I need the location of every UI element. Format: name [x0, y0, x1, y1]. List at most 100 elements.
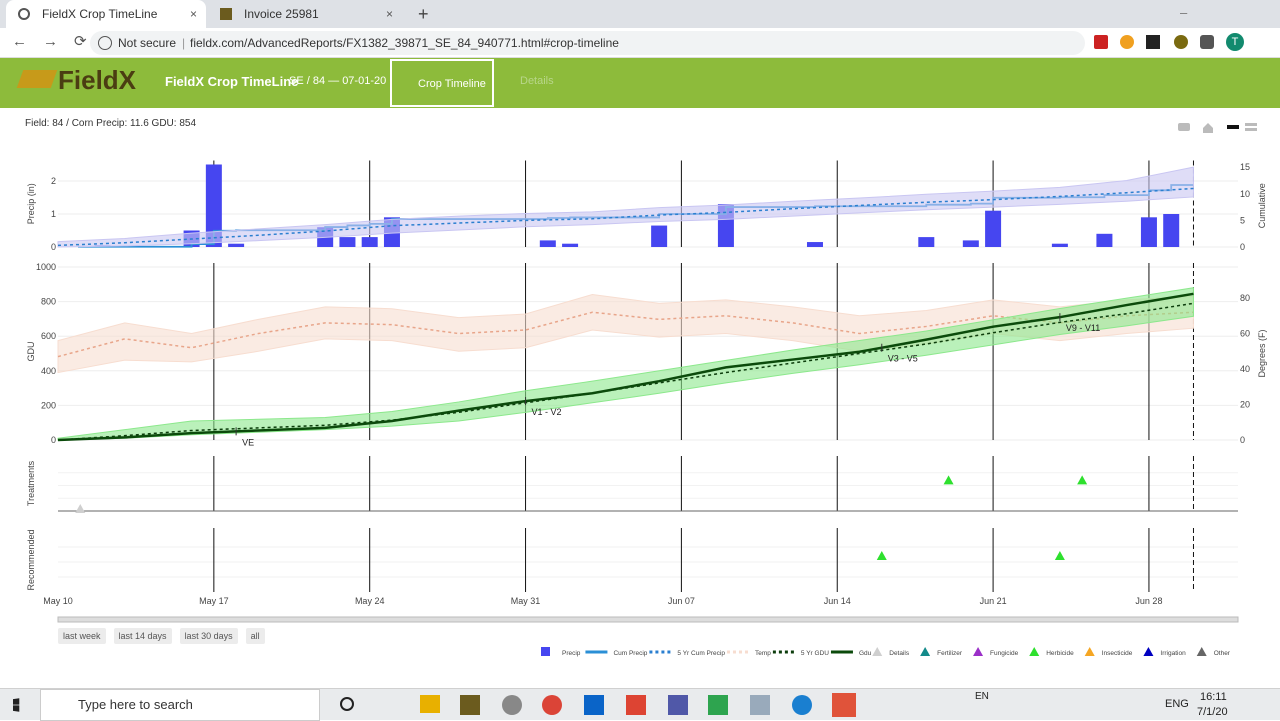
nav-label[interactable]: Crop Timeline — [418, 78, 486, 90]
y2-tick-label: 60 — [1240, 329, 1250, 339]
y-tick-label: 0 — [51, 435, 56, 445]
y-tick-label: 800 — [41, 297, 56, 307]
legend-label: 5 Yr Cum Precip — [677, 650, 725, 657]
modebar[interactable] — [1178, 123, 1257, 133]
series-line — [57, 292, 1194, 442]
legend-label: Insecticide — [1102, 650, 1133, 657]
omnibox[interactable]: Not secure | fieldx.com/AdvancedReports/… — [90, 31, 1085, 55]
bar — [985, 210, 1002, 247]
legend-swatch — [1029, 647, 1040, 656]
bar — [1140, 217, 1157, 247]
tab[interactable]: FieldX Crop TimeLine × — [6, 0, 206, 28]
y2-axis-label: Cumulative — [1257, 183, 1267, 228]
extensions[interactable]: T — [1094, 33, 1254, 51]
nav-tab[interactable]: Crop Timeline — [390, 59, 494, 107]
range-button[interactable]: last week — [58, 628, 106, 644]
range-button[interactable]: last 30 days — [179, 628, 238, 644]
search-placeholder[interactable]: Type here to search — [78, 697, 193, 712]
legend-label: Details — [889, 650, 910, 657]
legend-swatch — [1143, 647, 1154, 656]
tab[interactable]: Invoice 25981 × — [208, 0, 408, 28]
bar — [1163, 214, 1180, 247]
y-axis-label: Recommended — [26, 529, 36, 590]
y2-tick-label: 20 — [1240, 400, 1250, 410]
legend-swatch — [920, 647, 931, 656]
bar — [806, 242, 823, 247]
legend-swatch — [1084, 647, 1095, 656]
legend-label: Herbicide — [1046, 650, 1074, 657]
y2-tick-label: 15 — [1240, 162, 1250, 172]
y-tick-label: 1 — [51, 209, 56, 219]
legend-label: Temp — [755, 650, 771, 657]
tab-title[interactable]: FieldX Crop TimeLine — [42, 7, 158, 21]
y2-tick-label: 40 — [1240, 364, 1250, 374]
x-tick-label: May 31 — [511, 596, 541, 606]
x-tick-label: May 10 — [43, 596, 73, 606]
series-line — [57, 311, 1194, 358]
range-slider[interactable] — [57, 616, 1239, 623]
y-axis-label: GDU — [26, 342, 36, 362]
y-tick-label: 1000 — [36, 262, 56, 272]
clock-date[interactable]: 7/1/20 — [1197, 706, 1228, 718]
annotation: VE — [242, 437, 254, 447]
x-tick-label: Jun 07 — [668, 596, 695, 606]
start[interactable] — [13, 698, 20, 712]
bar — [205, 164, 222, 247]
event-marker — [75, 504, 86, 513]
clock-time[interactable]: 16:11 — [1200, 691, 1227, 703]
pinned-apps[interactable] — [420, 693, 860, 717]
address-bar: ←→⟳ Not secure | fieldx.com/AdvancedRepo… — [0, 28, 1280, 58]
y-tick-label: 600 — [41, 331, 56, 341]
y-tick-label: 200 — [41, 400, 56, 410]
url: fieldx.com/AdvancedReports/FX1382_39871_… — [190, 36, 619, 50]
nav-label[interactable]: Details — [520, 75, 554, 87]
cortana[interactable] — [340, 697, 354, 711]
bar — [918, 237, 935, 247]
legend-label: Irrigation — [1160, 650, 1186, 657]
y-tick-label: 0 — [51, 242, 56, 252]
range-band — [57, 293, 1194, 374]
annotation: V3 - V5 — [888, 354, 918, 364]
bar — [562, 243, 579, 247]
x-tick-label: May 17 — [199, 596, 229, 606]
annotation: V9 - V11 — [1066, 323, 1100, 333]
range-button[interactable]: last 14 days — [113, 628, 172, 644]
event-marker — [1054, 551, 1065, 560]
bar — [361, 237, 378, 247]
bar — [1051, 243, 1068, 247]
lang[interactable]: ENG — [1165, 698, 1189, 710]
legend-label: Gdu — [859, 650, 872, 657]
new-tab[interactable]: + — [418, 4, 429, 24]
y2-tick-label: 0 — [1240, 435, 1245, 445]
tab-title[interactable]: Invoice 25981 — [244, 7, 319, 21]
search-box[interactable]: Type here to search — [40, 689, 320, 721]
range-button[interactable]: all — [245, 628, 265, 644]
event-marker — [876, 551, 887, 560]
logo: FieldX — [58, 65, 137, 95]
app-header: FieldX FieldX Crop TimeLine SE / 84 — 07… — [0, 58, 1280, 108]
y2-tick-label: 5 — [1240, 215, 1245, 225]
legend-label: Cum Precip — [613, 650, 647, 657]
bar — [539, 240, 556, 247]
app-subtitle: SE / 84 — 07-01-20 — [289, 75, 387, 87]
legend-label: Fungicide — [990, 650, 1019, 657]
nav-tab[interactable]: Details — [520, 75, 554, 87]
y2-tick-label: 10 — [1240, 189, 1250, 199]
legend-label: Other — [1214, 650, 1231, 657]
legend-label: 5 Yr GDU — [801, 650, 829, 657]
legend-swatch — [541, 647, 550, 656]
y2-tick-label: 0 — [1240, 242, 1245, 252]
field-info: Field: 84 / Corn Precip: 11.6 GDU: 854 — [25, 118, 197, 129]
y-axis-label: Treatments — [26, 460, 36, 506]
app-title: FieldX Crop TimeLine — [165, 74, 299, 89]
x-tick-label: Jun 21 — [980, 596, 1007, 606]
bar — [228, 243, 245, 247]
y2-tick-label: 80 — [1240, 293, 1250, 303]
security: Not secure — [118, 36, 177, 50]
nav-buttons[interactable]: ←→⟳ — [12, 33, 103, 50]
range-band — [57, 166, 1194, 248]
legend-swatch — [872, 647, 883, 656]
bar — [962, 240, 979, 247]
